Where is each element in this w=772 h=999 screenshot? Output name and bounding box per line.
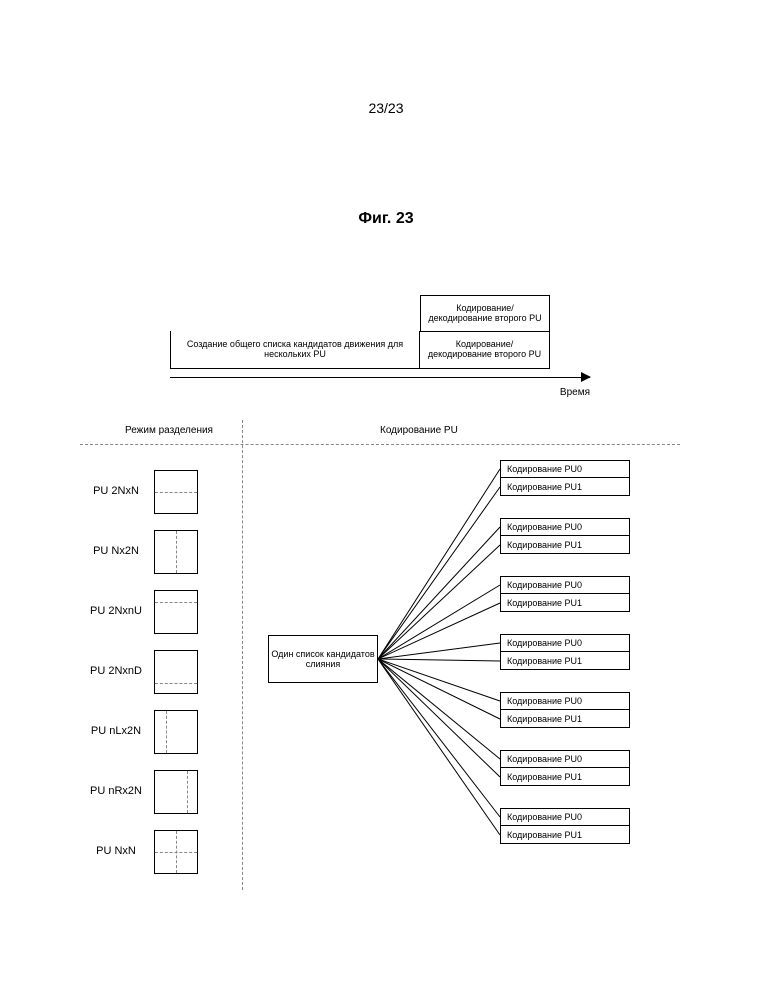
encoding-pu1-box: Кодирование PU1 xyxy=(500,826,630,844)
mode-label: PU NxN xyxy=(90,845,142,858)
encoding-pair: Кодирование PU0Кодирование PU1 xyxy=(500,460,630,496)
timeline-right-cell: Кодирование/ декодирование второго PU xyxy=(420,331,550,369)
mode-label: PU 2NxnU xyxy=(90,605,142,618)
encoding-pu0-box: Кодирование PU0 xyxy=(500,576,630,594)
encoding-pu0-box: Кодирование PU0 xyxy=(500,518,630,536)
merge-candidate-list-box: Один список кандидатов слияния xyxy=(268,635,378,683)
mode-label: PU Nx2N xyxy=(90,545,142,558)
encoding-pu0-box: Кодирование PU0 xyxy=(500,750,630,768)
encoding-targets: Кодирование PU0Кодирование PU1Кодировани… xyxy=(500,460,630,866)
mode-row: PU nRx2N xyxy=(90,762,198,822)
header-coding-pu: Кодирование PU xyxy=(380,425,458,436)
mode-row: PU 2NxnD xyxy=(90,642,198,702)
encoding-pair: Кодирование PU0Кодирование PU1 xyxy=(500,518,630,554)
pu-2nxnd-icon xyxy=(154,650,198,694)
timeline-left-cell: Создание общего списка кандидатов движен… xyxy=(170,331,420,369)
encoding-pu1-box: Кодирование PU1 xyxy=(500,652,630,670)
mode-row: PU Nx2N xyxy=(90,522,198,582)
encoding-pair: Кодирование PU0Кодирование PU1 xyxy=(500,634,630,670)
encoding-pair: Кодирование PU0Кодирование PU1 xyxy=(500,808,630,844)
time-axis: Время xyxy=(170,373,590,385)
pu-nx2n-icon xyxy=(154,530,198,574)
encoding-pu0-box: Кодирование PU0 xyxy=(500,460,630,478)
encoding-pu1-box: Кодирование PU1 xyxy=(500,536,630,554)
encoding-pu1-box: Кодирование PU1 xyxy=(500,710,630,728)
encoding-pair: Кодирование PU0Кодирование PU1 xyxy=(500,692,630,728)
encoding-pu0-box: Кодирование PU0 xyxy=(500,808,630,826)
figure-title: Фиг. 23 xyxy=(0,210,772,228)
encoding-pair: Кодирование PU0Кодирование PU1 xyxy=(500,750,630,786)
pu-nxn-icon xyxy=(154,830,198,874)
mode-label: PU 2NxN xyxy=(90,485,142,498)
time-axis-label: Время xyxy=(560,387,590,398)
timeline-container: Кодирование/ декодирование второго PU Со… xyxy=(170,295,610,385)
encoding-pu1-box: Кодирование PU1 xyxy=(500,478,630,496)
mode-label: PU nLx2N xyxy=(90,725,142,738)
encoding-pu0-box: Кодирование PU0 xyxy=(500,692,630,710)
mode-row: PU NxN xyxy=(90,822,198,882)
header-split-mode: Режим разделения xyxy=(125,425,213,436)
timeline-top-cell: Кодирование/ декодирование второго PU xyxy=(420,295,550,331)
mode-label: PU 2NxnD xyxy=(90,665,142,678)
pu-2nxn-icon xyxy=(154,470,198,514)
mode-row: PU nLx2N xyxy=(90,702,198,762)
encoding-pu1-box: Кодирование PU1 xyxy=(500,594,630,612)
pu-nlx2n-icon xyxy=(154,710,198,754)
pu-nrx2n-icon xyxy=(154,770,198,814)
column-divider xyxy=(242,420,243,890)
page-number: 23/23 xyxy=(0,100,772,116)
mode-row: PU 2NxnU xyxy=(90,582,198,642)
mode-label: PU nRx2N xyxy=(90,785,142,798)
header-divider xyxy=(80,444,680,445)
encoding-pair: Кодирование PU0Кодирование PU1 xyxy=(500,576,630,612)
encoding-pu1-box: Кодирование PU1 xyxy=(500,768,630,786)
partition-modes: PU 2NxN PU Nx2N PU 2NxnU PU 2NxnD PU nLx… xyxy=(90,462,198,882)
arrow-right-icon xyxy=(581,372,591,382)
pu-2nxnu-icon xyxy=(154,590,198,634)
mode-row: PU 2NxN xyxy=(90,462,198,522)
encoding-pu0-box: Кодирование PU0 xyxy=(500,634,630,652)
